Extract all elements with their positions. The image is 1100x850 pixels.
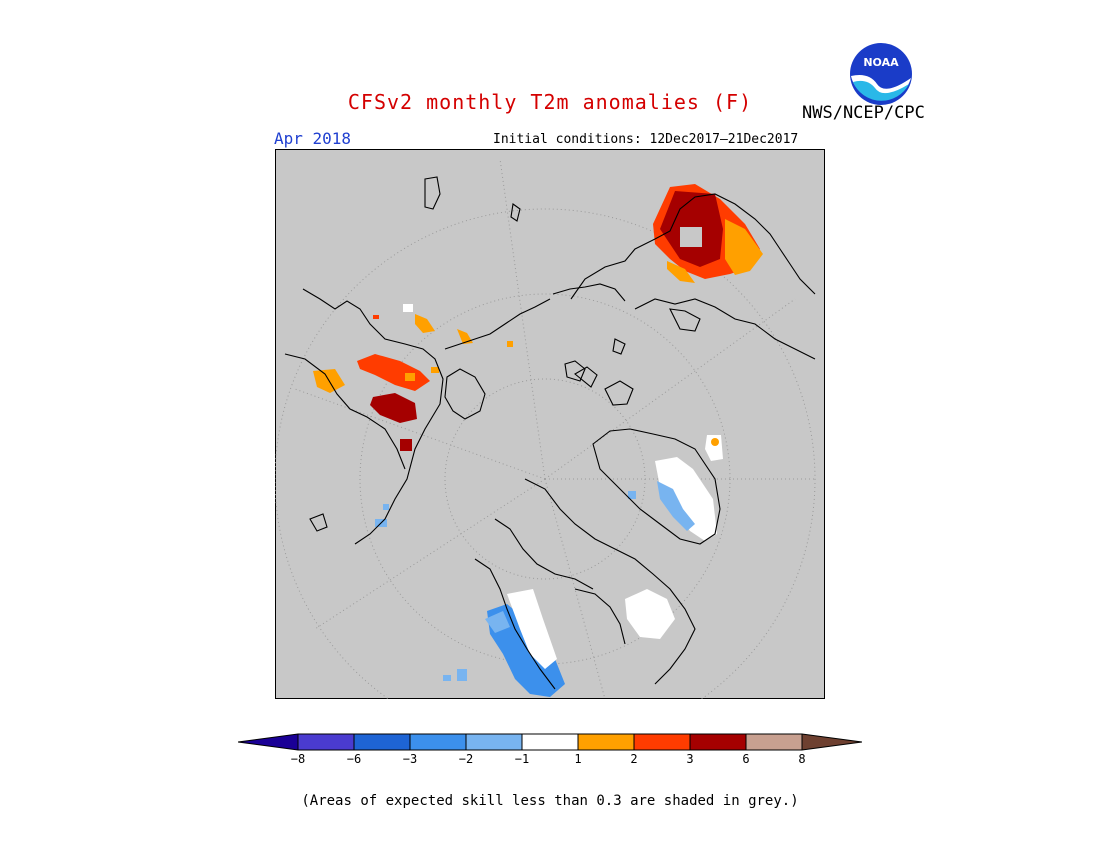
colorbar-tick: 2 — [630, 752, 638, 766]
initial-conditions: Initial conditions: 12Dec2017–21Dec2017 — [493, 132, 799, 147]
colorbar-tick: −3 — [402, 752, 418, 766]
colorbar-bin — [690, 734, 746, 750]
colorbar-tick: 6 — [742, 752, 750, 766]
colorbar-bin — [298, 734, 354, 750]
svg-text:NOAA: NOAA — [863, 56, 899, 69]
anomaly-cool-greenland — [655, 457, 717, 541]
agency-label: NWS/NCEP/CPC — [802, 103, 925, 123]
colorbar-tick: −6 — [346, 752, 362, 766]
colorbar-bin — [746, 734, 802, 750]
chart-title: CFSv2 monthly T2m anomalies (F) — [347, 90, 753, 114]
colorbar-tick: 1 — [574, 752, 582, 766]
colorbar-tick: −2 — [458, 752, 474, 766]
colorbar-bin — [410, 734, 466, 750]
colorbar-tick: 8 — [798, 752, 806, 766]
colorbar — [238, 733, 862, 751]
colorbar-bin — [466, 734, 522, 750]
forecast-month: Apr 2018 — [274, 129, 352, 148]
anomaly-warm-canada — [357, 354, 430, 391]
colorbar-bin — [634, 734, 690, 750]
anomaly-fields — [313, 184, 763, 697]
noaa-logo: NOAA — [850, 43, 912, 105]
colorbar-bin — [578, 734, 634, 750]
colorbar-bin — [354, 734, 410, 750]
polar-map — [275, 149, 825, 699]
coastlines — [284, 176, 816, 690]
colorbar-bin — [522, 734, 578, 750]
colorbar-arrow-low — [238, 734, 298, 750]
colorbar-tick: 3 — [686, 752, 694, 766]
colorbar-tick: −1 — [514, 752, 530, 766]
colorbar-tick: −8 — [290, 752, 306, 766]
colorbar-arrow-high — [802, 734, 862, 750]
skill-note: (Areas of expected skill less than 0.3 a… — [301, 793, 799, 809]
